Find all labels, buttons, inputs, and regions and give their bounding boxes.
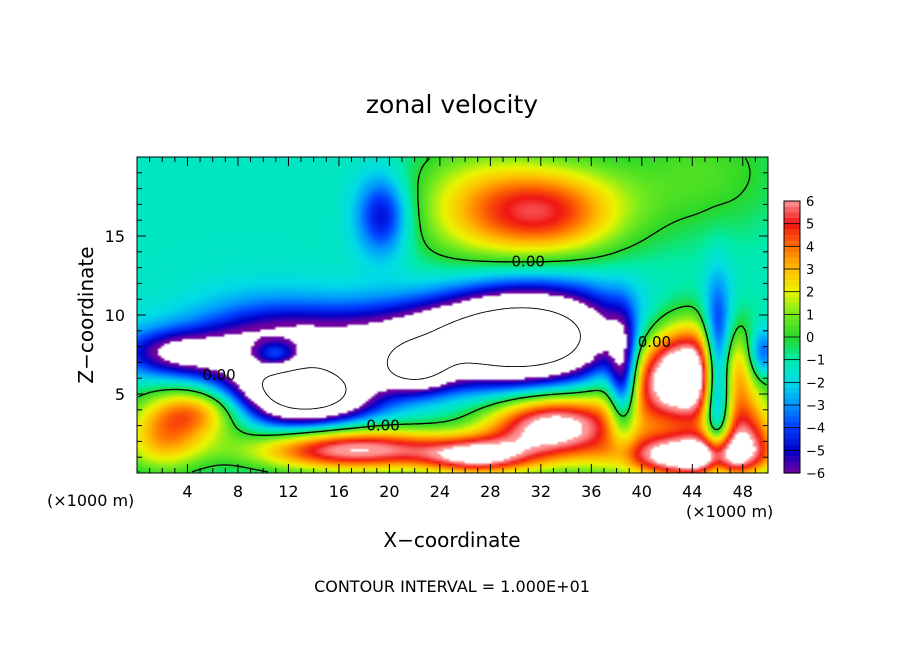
- colorbar-tick-label: 6: [806, 195, 814, 210]
- colorbar-segment: [784, 359, 800, 366]
- x-tick-label: 8: [233, 482, 243, 501]
- y-axis-label: Z−coordinate: [74, 246, 98, 383]
- colorbar-segment: [784, 223, 800, 230]
- x-tick-label: 12: [278, 482, 298, 501]
- colorbar-segment: [784, 297, 800, 304]
- colorbar-segment: [784, 212, 800, 219]
- colorbar-segment: [784, 450, 800, 457]
- y-tick-label: 5: [115, 385, 125, 404]
- colorbar-segment: [784, 240, 800, 247]
- velocity-field: [137, 157, 768, 473]
- colorbar-segment: [784, 229, 800, 236]
- colorbar-tick-label: −4: [806, 422, 825, 437]
- x-tick-label: 4: [182, 482, 192, 501]
- colorbar: 6 5 4 3 2 1 0 −1 −2 −3 −4 −5 −6: [783, 195, 825, 482]
- colorbar-segment: [784, 467, 800, 474]
- x-tick-label: 32: [531, 482, 551, 501]
- colorbar-segment: [784, 382, 800, 389]
- colorbar-segment: [784, 456, 800, 463]
- colorbar-segment: [784, 286, 800, 293]
- colorbar-segment: [784, 337, 800, 344]
- colorbar-segment: [784, 257, 800, 264]
- contour-label: 0.00: [366, 417, 399, 435]
- x-tick-label: 40: [632, 482, 652, 501]
- x-unit-right: (×1000 m): [686, 502, 773, 521]
- colorbar-segment: [784, 444, 800, 451]
- colorbar-tick-label: −2: [806, 376, 825, 391]
- colorbar-segment: [784, 269, 800, 276]
- negative-contour: [262, 307, 581, 410]
- colorbar-tick-label: 1: [806, 308, 814, 323]
- chart-title: zonal velocity: [366, 90, 538, 119]
- colorbar-tick-label: 2: [806, 286, 814, 301]
- colorbar-tick-label: −3: [806, 399, 825, 414]
- x-axis: 4 8 12 16 20 24 28 32 36 40 44 48: [149, 157, 756, 501]
- contour-lines: [138, 157, 767, 473]
- colorbar-segment: [784, 252, 800, 259]
- x-tick-label: 16: [329, 482, 349, 501]
- colorbar-segment: [784, 422, 800, 429]
- colorbar-segment: [784, 433, 800, 440]
- colorbar-tick-label: 0: [806, 331, 814, 346]
- colorbar-segment: [784, 393, 800, 400]
- x-tick-label: 28: [480, 482, 500, 501]
- x-axis-label: X−coordinate: [383, 528, 520, 552]
- colorbar-segment: [784, 348, 800, 355]
- colorbar-segment: [784, 354, 800, 361]
- colorbar-segment: [784, 308, 800, 315]
- x-tick-label: 24: [430, 482, 450, 501]
- colorbar-segment: [784, 303, 800, 310]
- colorbar-segment: [784, 201, 800, 208]
- colorbar-tick-label: 3: [806, 263, 814, 278]
- colorbar-segment: [784, 376, 800, 383]
- colorbar-segment: [784, 320, 800, 327]
- x-unit-left: (×1000 m): [47, 491, 134, 510]
- colorbar-segment: [784, 218, 800, 225]
- colorbar-segment: [784, 410, 800, 417]
- contour-labels: 0.00 0.00 0.00 0.00: [202, 252, 671, 434]
- colorbar-segment: [784, 405, 800, 412]
- colorbar-segment: [784, 206, 800, 213]
- colorbar-segment: [784, 280, 800, 287]
- y-tick-label: 15: [105, 227, 125, 246]
- colorbar-segment: [784, 246, 800, 253]
- colorbar-tick-label: −1: [806, 354, 825, 369]
- colorbar-segment: [784, 274, 800, 281]
- colorbar-segment: [784, 331, 800, 338]
- x-tick-label: 36: [581, 482, 601, 501]
- colorbar-segment: [784, 291, 800, 298]
- x-tick-label: 44: [682, 482, 702, 501]
- colorbar-segment: [784, 314, 800, 321]
- colorbar-segment: [784, 342, 800, 349]
- x-tick-label: 48: [733, 482, 753, 501]
- contour-label: 0.00: [202, 366, 235, 384]
- colorbar-segment: [784, 365, 800, 372]
- colorbar-segment: [784, 439, 800, 446]
- colorbar-segment: [784, 427, 800, 434]
- colorbar-tick-label: 4: [806, 240, 814, 255]
- colorbar-segment: [784, 325, 800, 332]
- colorbar-tick-label: 5: [806, 218, 814, 233]
- colorbar-segment: [784, 461, 800, 468]
- plot-area: [137, 157, 768, 473]
- colorbar-segment: [784, 399, 800, 406]
- colorbar-segment: [784, 371, 800, 378]
- colorbar-segment: [784, 416, 800, 423]
- y-tick-label: 10: [105, 306, 125, 325]
- y-axis: 5 10 15: [105, 172, 768, 458]
- contour-label: 0.00: [638, 333, 671, 351]
- colorbar-tick-label: −5: [806, 444, 825, 459]
- contour-label: 0.00: [512, 252, 545, 270]
- x-tick-label: 20: [379, 482, 399, 501]
- colorbar-segment: [784, 263, 800, 270]
- colorbar-segment: [784, 388, 800, 395]
- colorbar-tick-label: −6: [806, 467, 825, 482]
- colorbar-segment: [784, 235, 800, 242]
- zero-contour: [138, 157, 767, 473]
- contour-interval-note: CONTOUR INTERVAL = 1.000E+01: [314, 577, 590, 596]
